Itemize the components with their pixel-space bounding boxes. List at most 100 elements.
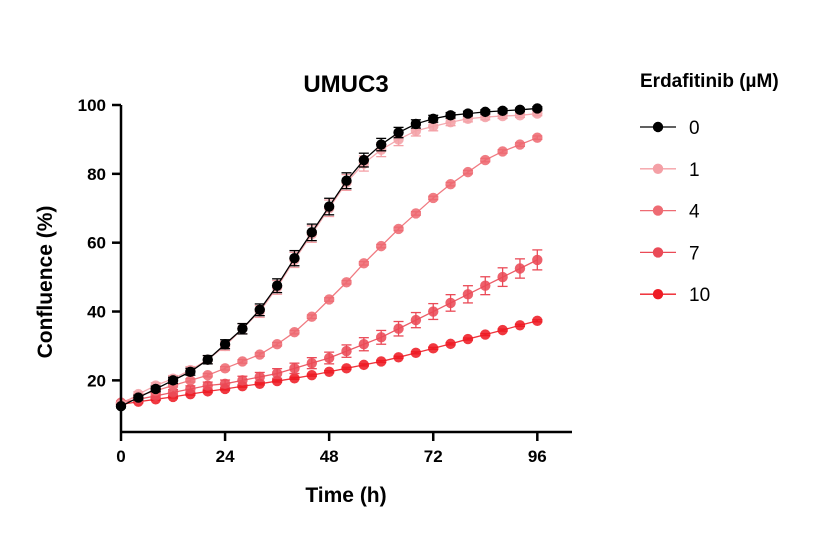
data-point: [202, 354, 213, 365]
data-point: [445, 110, 456, 121]
legend-label: 4: [689, 202, 700, 223]
data-point: [358, 258, 370, 269]
data-point: [410, 347, 422, 359]
data-point: [532, 132, 543, 143]
data-point: [445, 178, 456, 190]
data-point: [428, 343, 439, 354]
legend: 0 1 4 7 10: [640, 118, 710, 306]
data-point: [428, 121, 439, 132]
legend-label: 0: [689, 118, 700, 139]
data-point: [514, 263, 526, 274]
legend-marker: [652, 247, 664, 258]
legend-label: 1: [689, 160, 700, 181]
data-point: [393, 127, 404, 138]
x-tick-label: 48: [320, 447, 339, 466]
data-point: [306, 357, 318, 369]
x-axis-ticks: 0 24 48 72 96: [116, 432, 547, 466]
data-point: [497, 271, 508, 283]
data-point: [202, 370, 213, 381]
series-7: [115, 249, 543, 408]
data-point: [185, 366, 196, 377]
data-point: [271, 280, 283, 291]
data-point: [514, 104, 526, 116]
data-point: [358, 359, 370, 371]
data-point: [271, 339, 283, 350]
data-point: [323, 201, 335, 212]
data-point: [358, 339, 370, 350]
data-point: [428, 306, 439, 317]
data-point: [202, 380, 213, 391]
data-point: [445, 338, 456, 350]
data-point: [306, 227, 318, 238]
data-point: [323, 294, 335, 305]
legend-item-7: 7: [640, 243, 700, 264]
legend-item-4: 4: [640, 202, 700, 223]
data-point: [254, 304, 265, 316]
plot-area: 0 24 48 72 96 20 40 60 80 100: [78, 96, 572, 466]
data-point: [445, 297, 456, 309]
data-point: [497, 146, 508, 157]
x-tick-label: 0: [116, 447, 125, 466]
legend-marker: [652, 289, 664, 300]
legend-title: Erdafitinib (µM): [640, 71, 779, 92]
data-point: [480, 154, 491, 166]
data-point: [375, 240, 387, 252]
series-line: [120, 259, 538, 404]
data-point: [480, 106, 491, 118]
data-point: [237, 356, 248, 367]
data-point: [323, 366, 335, 377]
data-point: [375, 356, 387, 367]
series-layer: [115, 103, 543, 412]
data-point: [323, 352, 335, 364]
data-point: [462, 289, 474, 300]
data-point: [219, 378, 231, 390]
data-point: [289, 326, 300, 338]
y-axis-label: Confluence (%): [34, 206, 57, 359]
x-axis-label: Time (h): [305, 484, 386, 507]
legend-label: 10: [689, 285, 710, 306]
data-point: [289, 373, 300, 384]
data-point: [480, 280, 491, 291]
data-point: [289, 252, 300, 264]
y-tick-label: 100: [78, 96, 106, 115]
legend-marker: [652, 205, 664, 216]
data-point: [532, 103, 543, 114]
data-point: [462, 108, 474, 119]
data-point: [341, 175, 352, 186]
data-point: [254, 371, 265, 383]
data-point: [410, 314, 422, 326]
data-point: [514, 320, 526, 331]
legend-item-1: 1: [640, 160, 700, 181]
data-point: [393, 223, 404, 235]
data-point: [480, 329, 491, 340]
data-point: [150, 383, 161, 395]
data-point: [375, 332, 387, 343]
data-point: [271, 368, 283, 379]
data-point: [254, 349, 265, 360]
data-point: [497, 105, 508, 117]
data-point: [289, 363, 300, 374]
data-point: [185, 375, 196, 386]
data-point: [532, 315, 543, 327]
data-point: [341, 363, 352, 374]
data-point: [410, 118, 422, 130]
data-point: [341, 277, 352, 288]
legend-marker: [652, 163, 664, 174]
x-tick-label: 72: [424, 447, 443, 466]
data-point: [306, 311, 318, 322]
data-point: [393, 323, 404, 334]
y-tick-label: 40: [87, 303, 106, 322]
data-point: [358, 154, 370, 166]
data-point: [341, 345, 352, 357]
data-point: [428, 113, 439, 124]
data-point: [219, 363, 231, 374]
y-tick-label: 60: [87, 234, 106, 253]
legend-marker: [652, 121, 664, 133]
y-tick-label: 20: [87, 371, 106, 390]
data-point: [462, 166, 474, 178]
data-point: [219, 339, 231, 350]
data-point: [237, 375, 248, 386]
y-axis-ticks: 20 40 60 80 100: [78, 96, 121, 390]
x-tick-label: 24: [216, 447, 235, 466]
